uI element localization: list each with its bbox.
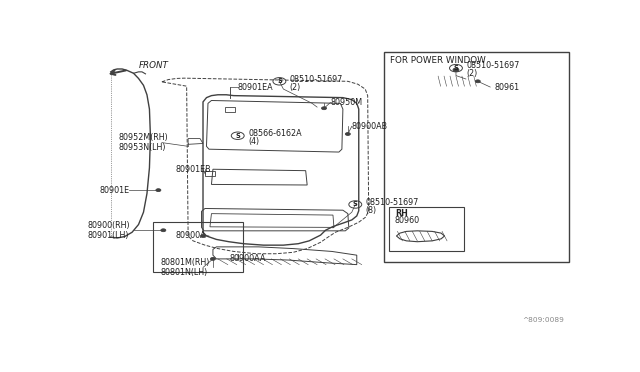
Text: 80901EB: 80901EB bbox=[175, 165, 211, 174]
Text: 80950M: 80950M bbox=[330, 98, 363, 107]
Text: FRONT: FRONT bbox=[138, 61, 168, 70]
Bar bbox=[383, 52, 568, 262]
Text: 08510-51697: 08510-51697 bbox=[290, 74, 343, 83]
Text: ^809:0089: ^809:0089 bbox=[522, 317, 564, 323]
Text: FOR POWER WINDOW: FOR POWER WINDOW bbox=[390, 57, 485, 65]
Text: (8): (8) bbox=[365, 206, 377, 215]
Text: 08510-51697: 08510-51697 bbox=[467, 61, 520, 70]
Text: S: S bbox=[353, 202, 358, 208]
Text: S: S bbox=[277, 78, 282, 84]
Circle shape bbox=[161, 229, 166, 232]
Circle shape bbox=[321, 107, 326, 110]
Text: (2): (2) bbox=[290, 83, 301, 92]
Circle shape bbox=[211, 257, 216, 260]
Text: 80900A: 80900A bbox=[175, 231, 206, 240]
Bar bbox=[154, 222, 243, 272]
Text: 80960: 80960 bbox=[395, 216, 420, 225]
Text: 80900AB: 80900AB bbox=[352, 122, 388, 131]
Text: 80801M(RH)
80801N(LH): 80801M(RH) 80801N(LH) bbox=[161, 258, 210, 277]
Bar bbox=[388, 207, 465, 251]
Circle shape bbox=[453, 68, 459, 71]
Text: 80900AA: 80900AA bbox=[230, 254, 266, 263]
Text: RH: RH bbox=[395, 209, 408, 218]
Text: S: S bbox=[454, 65, 458, 71]
Circle shape bbox=[346, 132, 350, 135]
Text: 80952M(RH)
80953N(LH): 80952M(RH) 80953N(LH) bbox=[118, 133, 168, 152]
Text: 80900(RH)
80901(LH): 80900(RH) 80901(LH) bbox=[88, 221, 130, 240]
Text: 80901EA: 80901EA bbox=[237, 83, 273, 92]
Text: 80901E: 80901E bbox=[100, 186, 130, 195]
Circle shape bbox=[476, 80, 480, 83]
Text: 80961: 80961 bbox=[494, 83, 519, 92]
Circle shape bbox=[156, 189, 161, 192]
Text: 08510-51697: 08510-51697 bbox=[365, 198, 419, 207]
Text: (2): (2) bbox=[467, 69, 477, 78]
Text: S: S bbox=[236, 133, 240, 139]
Text: 08566-6162A: 08566-6162A bbox=[248, 129, 302, 138]
Circle shape bbox=[200, 235, 205, 237]
Text: (4): (4) bbox=[248, 137, 259, 146]
